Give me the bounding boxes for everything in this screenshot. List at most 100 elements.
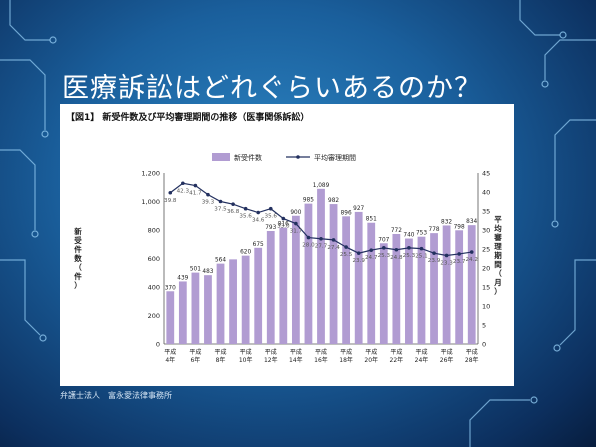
bar-平成27年 bbox=[455, 230, 464, 344]
bar-平成18年 bbox=[342, 216, 351, 344]
y-right-axis-title: 月 bbox=[493, 278, 502, 287]
y-right-tick-label: 40 bbox=[482, 189, 490, 197]
chart-figure: 新受件数 平均審理期間 0 200 400 600 800 1,000 1,200 0 5 10 15 2… bbox=[60, 104, 514, 386]
line-point-平成25年 bbox=[432, 251, 436, 255]
bar-平成14年 bbox=[291, 215, 300, 344]
line-point-平成6年 bbox=[193, 183, 198, 188]
line-value-label: 27.4 bbox=[327, 245, 340, 251]
line-value-label: 27.7 bbox=[315, 244, 328, 250]
bar-平成17年 bbox=[329, 204, 338, 344]
x-tick-label-year: 10年 bbox=[239, 356, 253, 364]
line-value-label: 25.5 bbox=[340, 252, 353, 258]
x-tick-label-year: 14年 bbox=[289, 356, 303, 364]
line-value-label: 28.0 bbox=[302, 243, 315, 249]
line-point-平成15年 bbox=[306, 235, 311, 240]
y-right-tick-label: 10 bbox=[482, 303, 490, 311]
x-tick-label-era: 平成 bbox=[164, 348, 176, 356]
y-left-axis-title: 件 bbox=[74, 244, 82, 254]
line-value-label: 39.8 bbox=[164, 198, 177, 204]
line-point-平成26年 bbox=[444, 253, 449, 258]
y-left-tick-label: 1,000 bbox=[141, 198, 160, 206]
bar-value-label: 927 bbox=[353, 206, 364, 212]
y-right-axis-title: ） bbox=[494, 286, 502, 296]
y-left-axis-title: 新 bbox=[74, 226, 82, 236]
line-value-label: 31.7 bbox=[290, 229, 303, 235]
line-point-平成7年 bbox=[206, 192, 210, 197]
line-point-平成11年 bbox=[256, 210, 260, 215]
bar-平成20年 bbox=[367, 222, 376, 344]
y-left-tick-label: 1,200 bbox=[141, 170, 160, 178]
bar-平成9年 bbox=[229, 259, 237, 344]
y-left-tick-label: 0 bbox=[156, 341, 160, 349]
y-left-tick-label: 400 bbox=[148, 284, 160, 292]
line-value-label: 23.9 bbox=[352, 258, 365, 264]
bar-平成5年 bbox=[178, 281, 187, 344]
y-left-axis-title: 数 bbox=[74, 253, 82, 263]
y-right-tick-label: 15 bbox=[482, 284, 490, 292]
bar-value-label: 439 bbox=[177, 275, 188, 281]
y-right-axis-title: （ bbox=[494, 268, 502, 278]
line-point-平成9年 bbox=[231, 202, 235, 206]
bar-平成24年 bbox=[417, 236, 426, 344]
y-right-axis-title: 平 bbox=[494, 215, 502, 224]
bar-平成11年 bbox=[254, 247, 263, 344]
legend-swatch-bars bbox=[212, 153, 230, 161]
y-right-tick-label: 20 bbox=[482, 265, 490, 273]
bar-value-label: 793 bbox=[265, 225, 276, 231]
line-point-平成16年 bbox=[319, 236, 323, 241]
line-point-平成14年 bbox=[294, 221, 298, 226]
line-value-label: 24.8 bbox=[390, 255, 403, 261]
line-point-平成8年 bbox=[218, 199, 223, 204]
bar-value-label: 370 bbox=[165, 285, 176, 291]
x-tick-label-year: 22年 bbox=[390, 356, 404, 364]
bar-平成13年 bbox=[279, 227, 288, 344]
y-left-tick-label: 600 bbox=[148, 255, 160, 263]
y-left-axis-title: ） bbox=[74, 280, 82, 290]
bar-value-label: 1,089 bbox=[313, 183, 330, 189]
y-right-tick-label: 35 bbox=[482, 208, 490, 216]
bar-value-label: 483 bbox=[202, 269, 213, 275]
line-point-平成21年 bbox=[382, 246, 386, 250]
line-value-label: 33.0 bbox=[277, 224, 290, 230]
x-tick-label-year: 28年 bbox=[465, 356, 479, 364]
line-value-label: 24.7 bbox=[365, 255, 378, 261]
line-value-label: 23.9 bbox=[428, 258, 441, 264]
line-value-label: 23.7 bbox=[453, 259, 466, 265]
bar-value-label: 620 bbox=[240, 250, 251, 256]
x-tick-label-era: 平成 bbox=[441, 348, 453, 356]
line-point-平成4年 bbox=[168, 190, 173, 195]
line-point-平成20年 bbox=[369, 248, 374, 252]
bar-平成16年 bbox=[317, 188, 325, 344]
bar-平成8年 bbox=[216, 263, 225, 344]
x-tick-label-era: 平成 bbox=[340, 348, 352, 356]
y-left-axis-title: 受 bbox=[74, 235, 82, 245]
line-point-平成27年 bbox=[457, 252, 461, 256]
line-value-label: 35.6 bbox=[239, 214, 252, 220]
slide-title: 医療訴訟はどれぐらいあるのか？ bbox=[62, 73, 482, 104]
y-right-tick-label: 5 bbox=[482, 322, 486, 330]
bar-平成23年 bbox=[405, 238, 413, 344]
y-right-tick-label: 0 bbox=[482, 341, 486, 349]
x-tick-label-year: 8年 bbox=[216, 356, 226, 364]
bar-平成26年 bbox=[442, 225, 451, 344]
bar-value-label: 896 bbox=[341, 210, 352, 216]
y-right-axis-title: 理 bbox=[494, 242, 502, 251]
x-tick-label-year: 4年 bbox=[165, 356, 175, 364]
bar-value-label: 832 bbox=[441, 219, 452, 225]
line-point-平成24年 bbox=[419, 246, 424, 251]
line-value-label: 37.5 bbox=[214, 207, 227, 213]
x-tick-label-era: 平成 bbox=[415, 348, 427, 356]
legend-marker-line bbox=[296, 155, 300, 159]
line-value-label: 24.2 bbox=[465, 257, 477, 263]
bar-value-label: 772 bbox=[391, 228, 402, 234]
line-point-平成5年 bbox=[181, 181, 185, 186]
line-point-平成10年 bbox=[243, 206, 248, 211]
y-left-axis-title: 件 bbox=[74, 271, 82, 281]
line-value-label: 36.8 bbox=[227, 209, 240, 215]
bar-value-label: 707 bbox=[378, 237, 389, 243]
line-point-平成17年 bbox=[331, 238, 336, 242]
line-point-平成19年 bbox=[356, 251, 361, 255]
line-point-平成13年 bbox=[281, 216, 286, 221]
y-right-tick-label: 30 bbox=[482, 227, 490, 235]
bar-value-label: 851 bbox=[366, 217, 377, 223]
